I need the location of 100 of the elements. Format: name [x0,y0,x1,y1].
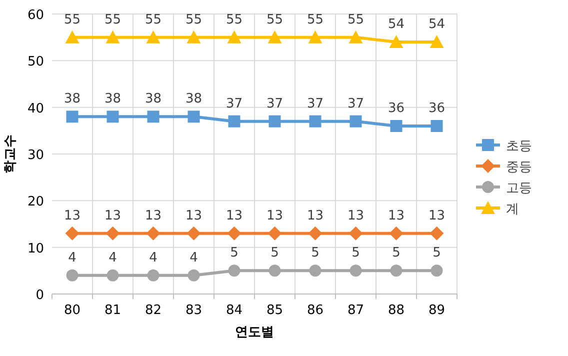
point [389,35,404,48]
x-tick-label: 82 [144,303,162,318]
x-tick-label: 87 [347,303,364,318]
data-label: 13 [185,208,202,224]
point [106,269,119,282]
x-tick-label: 86 [306,303,324,318]
data-label: 55 [64,12,81,28]
point [268,226,282,240]
legend-label: 중등 [506,160,532,175]
data-label: 13 [428,208,446,224]
data-label: 38 [104,92,122,107]
x-tick-label: 85 [266,303,284,318]
point [228,264,240,277]
x-tick-label: 84 [226,303,243,318]
legend-label: 계 [506,202,519,217]
point [430,264,443,277]
point [350,264,362,277]
y-tick-label: 50 [27,54,44,70]
point [66,110,78,123]
point [227,30,242,44]
data-label: 55 [185,12,202,28]
point [308,226,322,240]
x-axis-title: 연도별 [235,325,274,340]
point [65,226,80,240]
y-tick-label: 0 [36,288,44,303]
point [188,110,200,123]
point [228,115,240,128]
data-label: 37 [306,96,324,112]
data-label: 54 [388,17,405,32]
data-label: 13 [104,208,122,224]
x-tick-label: 81 [104,303,122,318]
data-label: 36 [388,101,405,116]
data-label: 5 [311,246,320,261]
data-label: 4 [108,250,117,266]
data-label: 13 [64,208,81,224]
point [348,226,363,240]
data-label: 5 [352,246,360,261]
data-label: 55 [347,12,364,28]
point [309,264,322,277]
point [308,30,322,44]
point [268,115,281,128]
data-label: 38 [64,92,81,107]
data-label: 54 [428,17,446,32]
point [147,269,160,282]
point [430,120,443,132]
point [430,226,444,240]
data-label: 37 [347,96,364,112]
data-label: 13 [306,208,324,224]
point [309,115,322,128]
data-label: 4 [190,250,198,266]
data-label: 5 [392,246,400,261]
data-label: 13 [144,208,162,224]
point [268,264,281,277]
data-label: 13 [266,208,284,224]
data-label: 4 [68,250,76,266]
y-tick-label: 20 [27,194,44,210]
x-tick-label: 89 [428,303,446,318]
data-label: 4 [149,250,158,266]
point [66,269,78,282]
legend-label: 초등 [506,139,532,154]
point [188,269,200,282]
point [65,30,80,44]
point [389,226,404,240]
data-label: 37 [266,96,284,112]
data-label: 55 [144,12,162,28]
point [390,264,402,277]
y-tick-label: 10 [27,241,44,256]
point [390,120,402,132]
data-label: 13 [388,208,405,224]
point [348,30,363,44]
point [186,30,201,44]
point [106,30,120,44]
legend-label: 고등 [506,181,532,196]
y-axis-title: 학교수 [3,134,18,174]
data-label: 36 [428,101,446,116]
point [227,226,242,240]
point [350,115,362,128]
y-tick-label: 60 [27,8,44,23]
data-label: 13 [226,208,243,224]
data-label: 5 [230,246,238,261]
data-label: 5 [270,246,279,261]
y-tick-label: 30 [27,148,44,163]
point [146,226,160,240]
x-tick-label: 80 [64,303,81,318]
data-label: 5 [432,246,441,261]
point [106,110,119,123]
point [147,110,160,123]
data-label: 55 [306,12,324,28]
data-label: 13 [347,208,364,224]
data-label: 38 [185,92,202,107]
point [268,30,282,44]
data-label: 55 [226,12,243,28]
data-label: 37 [226,96,243,112]
point [106,226,120,240]
point [146,30,160,44]
y-tick-label: 40 [27,101,44,116]
data-label: 38 [144,92,162,107]
point [430,35,444,48]
data-label: 55 [266,12,284,28]
x-tick-label: 88 [388,303,405,318]
